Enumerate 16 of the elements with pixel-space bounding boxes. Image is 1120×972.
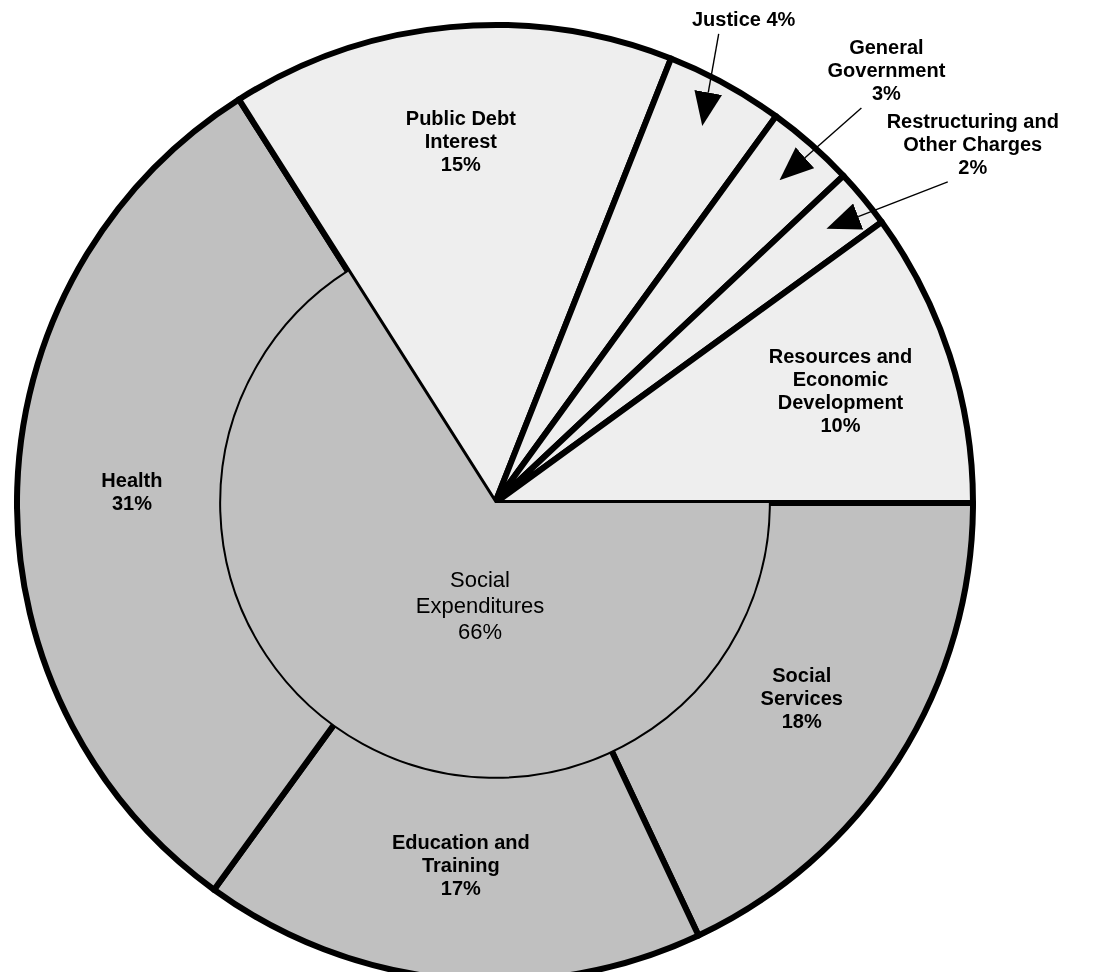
slice-label: Resources and Economic Development — [768, 345, 913, 414]
slice-label: Public Debt Interest — [405, 107, 517, 153]
data-label: 2% — [958, 155, 988, 178]
data-label: 17% — [440, 876, 482, 899]
data-label: 3% — [871, 81, 902, 104]
slice-label: Justice 4% — [692, 7, 796, 30]
slice-label: Social Services — [760, 663, 843, 709]
data-label: 18% — [781, 709, 822, 732]
text: Social Expenditures 66% — [415, 567, 545, 644]
slice-label: Restructuring and Other Charges — [886, 109, 1059, 155]
data-label: 10% — [820, 414, 861, 437]
data-label: 15% — [440, 153, 482, 176]
data-label: 31% — [111, 492, 153, 515]
slice-label: Health — [101, 469, 163, 492]
slice-label: General Government — [827, 35, 946, 81]
slice-label: Education and Training — [391, 830, 530, 876]
